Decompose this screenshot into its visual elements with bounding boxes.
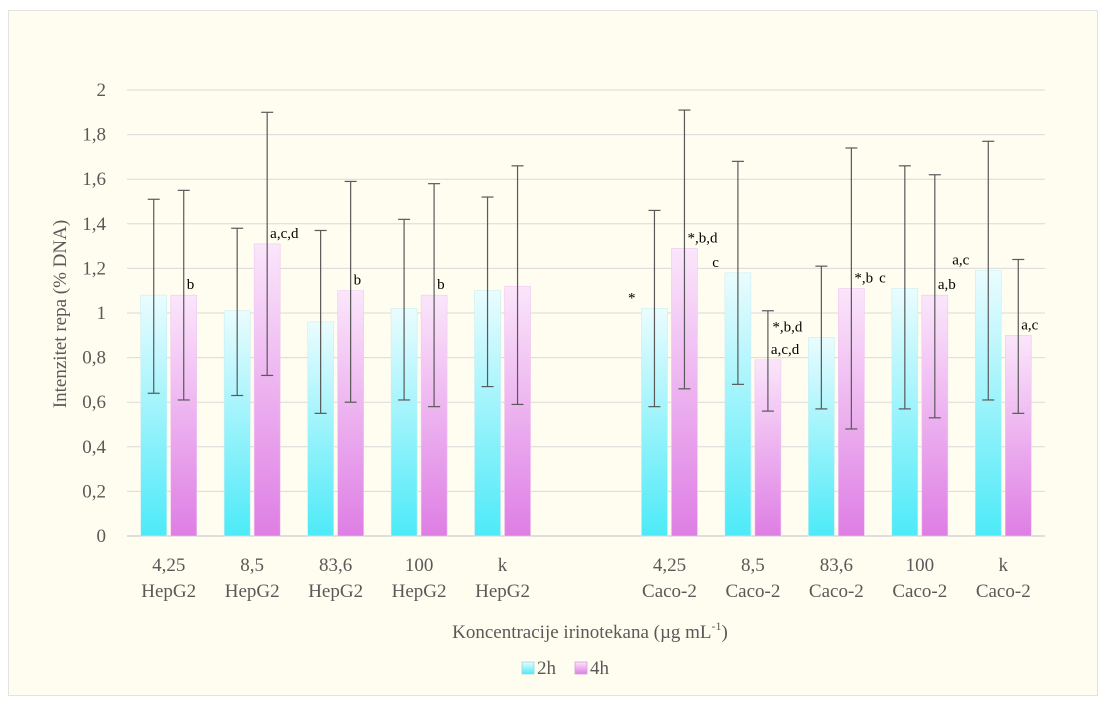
legend: 2h 4h [521, 658, 610, 679]
annotation-4h-1: a,c,d [270, 226, 299, 242]
x-axis-title: Koncentracije irinotekana (µg mL-1) [452, 619, 728, 643]
error-bar-2h-4 [481, 196, 494, 388]
legend-swatch-2h [521, 661, 535, 675]
error-bar-2h-7 [731, 160, 744, 385]
y-tick-label: 1 [97, 303, 107, 324]
error-bar-4h-1 [261, 111, 274, 377]
error-bar-4h-10 [1012, 258, 1025, 414]
error-bar-4h-0 [177, 189, 190, 401]
error-bar-2h-8 [815, 265, 828, 410]
x-tick-label-cell-line: Caco-2 [892, 581, 947, 602]
x-tick-label-cell-line: HepG2 [141, 581, 196, 602]
annotation-4h-8: *,b [854, 270, 873, 286]
error-bar-4h-9 [928, 174, 941, 419]
x-tick-label-concentration: 100 [906, 555, 935, 576]
y-tick-label: 1,2 [82, 258, 106, 279]
x-tick-label-concentration: k [999, 555, 1009, 576]
x-tick-label-cell-line: HepG2 [392, 581, 447, 602]
x-axis-title-superscript: -1 [712, 619, 722, 633]
significance-annotations: * c *,b,d c a,c b a,c,d b b *,b,d a,c,d *,b a,b a,c [187, 226, 1039, 358]
annotation-4h-9: a,b [938, 277, 956, 293]
x-tick-label-cell-line: HepG2 [475, 581, 530, 602]
annotation-2h-9: c [879, 270, 886, 286]
x-tick-label-concentration: 4,25 [653, 555, 686, 576]
x-tick-label-concentration: k [498, 555, 508, 576]
x-tick-label-cell-line: Caco-2 [642, 581, 697, 602]
annotation-4h-0: b [187, 277, 195, 293]
error-bar-2h-3 [398, 218, 411, 401]
x-tick-label-concentration: 4,25 [152, 555, 185, 576]
annotation-2h-8: *,b,d [772, 320, 803, 336]
error-bar-2h-10 [982, 140, 995, 401]
annotation-4h-3: b [437, 277, 445, 293]
legend-label-2h: 2h [537, 658, 557, 679]
y-tick-label: 0 [97, 526, 107, 547]
error-bar-2h-2 [314, 229, 327, 414]
y-tick-label: 1,4 [82, 214, 106, 235]
annotation-4h-10: a,c [1021, 317, 1038, 333]
y-tick-label: 0,2 [82, 481, 106, 502]
error-bar-2h-6 [648, 209, 661, 408]
x-tick-label-cell-line: Caco-2 [725, 581, 780, 602]
y-tick-labels: 0 0,2 0,4 0,6 0,8 1 1,2 1,4 1,6 1,8 2 [82, 80, 106, 547]
x-tick-label-cell-line: Caco-2 [976, 581, 1031, 602]
x-tick-label-cell-line: HepG2 [225, 581, 280, 602]
annotation-2h-6: * [628, 291, 636, 307]
x-tick-label-concentration: 8,5 [240, 555, 264, 576]
legend-swatch-4h [574, 661, 588, 675]
annotation-2h-7: c [712, 255, 719, 271]
x-tick-label-concentration: 83,6 [319, 555, 352, 576]
error-bar-4h-8 [845, 147, 858, 430]
x-tick-label-concentration: 83,6 [820, 555, 853, 576]
error-bars [147, 109, 1025, 430]
annotation-4h-2: b [354, 273, 362, 289]
annotation-4h-7: a,c,d [771, 342, 800, 358]
x-tick-labels: 4,25 HepG2 8,5 HepG2 83,6 HepG2 100 HepG2 k HepG2… [141, 555, 1030, 602]
bars [140, 243, 1032, 537]
legend-label-4h: 4h [590, 658, 610, 679]
y-tick-label: 2 [97, 80, 107, 101]
y-tick-label: 1,6 [82, 169, 106, 190]
error-bar-4h-4 [511, 165, 524, 406]
y-axis-title: Intenzitet repa (% DNA) [50, 220, 71, 408]
annotation-4h-6: *,b,d [687, 230, 718, 246]
y-tick-label: 0,4 [82, 437, 106, 458]
x-tick-label-concentration: 100 [405, 555, 434, 576]
x-tick-label-concentration: 8,5 [741, 555, 765, 576]
annotation-2h-10: a,c [952, 253, 969, 269]
error-bar-4h-6 [678, 109, 691, 390]
x-tick-label-cell-line: HepG2 [308, 581, 363, 602]
y-tick-label: 0,6 [82, 392, 106, 413]
error-bar-4h-3 [428, 183, 441, 408]
error-bar-4h-2 [344, 180, 357, 403]
x-tick-label-cell-line: Caco-2 [809, 581, 864, 602]
y-tick-label: 0,8 [82, 348, 106, 369]
error-bar-2h-1 [231, 227, 244, 397]
error-bar-4h-7 [761, 310, 774, 412]
error-bar-2h-0 [147, 198, 160, 394]
y-tick-label: 1,8 [82, 125, 106, 146]
error-bar-2h-9 [898, 165, 911, 410]
